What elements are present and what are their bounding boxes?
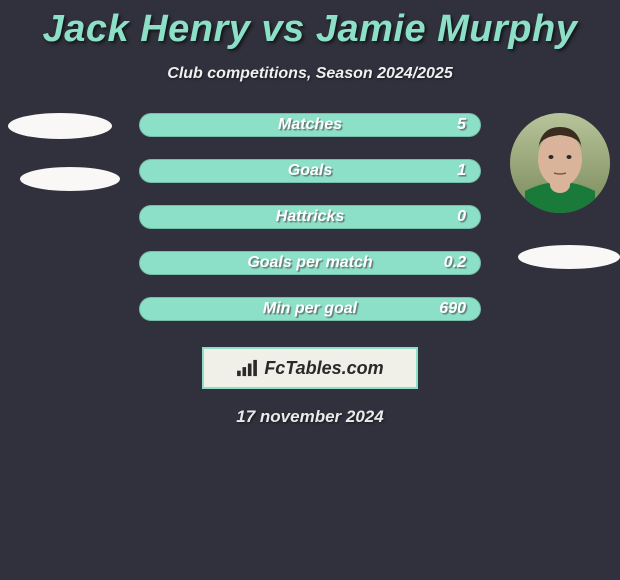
brand-chart-icon — [236, 359, 258, 377]
player-photo-icon — [510, 113, 610, 213]
stat-bar-value: 1 — [457, 162, 466, 180]
stat-bar-value: 690 — [439, 300, 466, 318]
stat-bar-label: Matches — [278, 116, 342, 134]
stat-bar: Goals 1 — [139, 159, 481, 183]
stat-bar-label: Min per goal — [263, 300, 357, 318]
stat-bar-label: Hattricks — [276, 208, 344, 226]
stat-bar-value: 0.2 — [444, 254, 466, 272]
stat-bar: Goals per match 0.2 — [139, 251, 481, 275]
stat-bar: Min per goal 690 — [139, 297, 481, 321]
stats-area: Matches 5 Goals 1 Hattricks 0 Goals per match 0… — [0, 113, 620, 321]
stat-bar-value: 0 — [457, 208, 466, 226]
stat-bar: Hattricks 0 — [139, 205, 481, 229]
stat-bar-value: 5 — [457, 116, 466, 134]
stat-bar: Matches 5 — [139, 113, 481, 137]
subtitle: Club competitions, Season 2024/2025 — [0, 65, 620, 83]
page-title: Jack Henry vs Jamie Murphy — [0, 0, 620, 51]
placeholder-ellipse — [8, 113, 112, 139]
brand-box: FcTables.com — [202, 347, 418, 389]
placeholder-ellipse — [518, 245, 620, 269]
stat-bar-label: Goals per match — [247, 254, 372, 272]
stat-bars: Matches 5 Goals 1 Hattricks 0 Goals per match 0… — [139, 113, 481, 321]
avatar-right — [510, 113, 610, 213]
placeholder-ellipse — [20, 167, 120, 191]
stat-bar-label: Goals — [288, 162, 332, 180]
brand-text: FcTables.com — [264, 358, 383, 379]
date-label: 17 november 2024 — [0, 407, 620, 427]
